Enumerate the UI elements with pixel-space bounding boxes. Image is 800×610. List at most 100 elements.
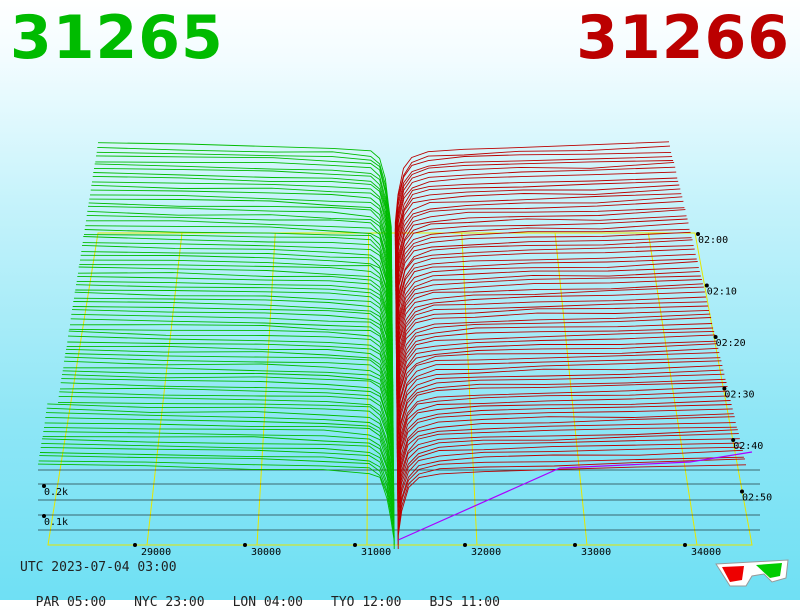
- bid-depth-line: [91, 184, 393, 279]
- bid-depth-line: [70, 318, 394, 408]
- ask-depth-line: [397, 456, 744, 541]
- bid-depth-line: [86, 220, 393, 312]
- bid-depth-line: [60, 382, 394, 470]
- ask-depth-line: [395, 222, 689, 317]
- price-tick-marker: [243, 543, 247, 547]
- ask-depth-line: [396, 378, 726, 466]
- volume-tick-label: 0.2k: [44, 487, 68, 498]
- price-tick-label: 31000: [361, 547, 391, 558]
- price-tick-label: 34000: [691, 547, 721, 558]
- bid-depth-line: [57, 401, 395, 487]
- ask-depth-line: [396, 343, 718, 433]
- bid-depth-line: [41, 438, 395, 525]
- ask-depth-line: [396, 317, 712, 408]
- bid-depth-line: [44, 422, 395, 508]
- clock-lon: LON 04:00: [232, 595, 304, 610]
- bid-depth-line: [72, 306, 394, 396]
- bid-depth-line: [79, 259, 393, 350]
- ask-depth-line: [395, 166, 676, 262]
- time-tick-label: 02:50: [742, 493, 772, 504]
- bid-depth-line: [46, 407, 395, 495]
- bid-depth-line: [67, 341, 394, 429]
- volume-tick-marker: [42, 514, 46, 518]
- time-tick-marker: [696, 232, 700, 236]
- time-tick-label: 02:10: [707, 287, 737, 298]
- ask-depth-line: [396, 279, 702, 371]
- bid-depth-line: [39, 452, 395, 537]
- ask-depth-line: [396, 369, 724, 458]
- bid-depth-line: [69, 328, 394, 416]
- ask-depth-line: [396, 291, 705, 383]
- ask-depth-line: [396, 364, 723, 454]
- price-tick-marker: [133, 543, 137, 547]
- bid-depth-line: [37, 463, 395, 550]
- bid-depth-line: [59, 391, 394, 479]
- ask-depth-line: [396, 309, 710, 400]
- bid-depth-line: [93, 172, 393, 267]
- bid-depth-line: [96, 151, 392, 246]
- price-tick-label: 29000: [141, 547, 171, 558]
- bid-depth-line: [61, 378, 394, 466]
- ask-depth-line: [396, 305, 709, 396]
- ask-depth-line: [397, 464, 747, 550]
- bid-depth-line: [62, 370, 394, 458]
- bid-depth-line: [43, 426, 395, 512]
- bid-depth-line: [45, 412, 395, 500]
- ask-depth-line: [397, 416, 735, 504]
- bid-depth-line: [76, 280, 393, 371]
- grid-floor-outline: [47, 232, 753, 546]
- time-tick-label: 02:20: [716, 338, 746, 349]
- ask-depth-line: [397, 395, 730, 483]
- price-tick-label: 33000: [581, 547, 611, 558]
- ask-depth-line: [397, 385, 728, 475]
- bid-depth-line: [65, 353, 394, 441]
- ask-depth-curves: [394, 141, 753, 550]
- bid-depth-line: [63, 367, 394, 454]
- grid-line-price: [146, 232, 183, 546]
- time-tick-label: 02:00: [698, 235, 728, 246]
- ask-depth-line: [397, 449, 743, 537]
- grid-line-price: [366, 232, 370, 546]
- ask-depth-line: [395, 171, 677, 267]
- ask-depth-line: [395, 193, 682, 287]
- world-clocks: PAR 05:00 NYC 23:00 LON 04:00 TYO 12:00 BJS …: [20, 580, 500, 610]
- bid-depth-line: [85, 225, 393, 317]
- ask-depth-line: [396, 275, 701, 366]
- ask-price: 31266: [576, 3, 790, 73]
- bid-depth-line: [43, 431, 395, 516]
- ask-depth-line: [396, 357, 721, 446]
- bid-depth-line: [67, 335, 394, 425]
- ask-depth-line: [395, 196, 683, 292]
- ask-depth-line: [397, 446, 742, 533]
- ask-depth-line: [395, 180, 679, 275]
- grid-line-price: [554, 232, 588, 546]
- bid-depth-line: [69, 324, 394, 412]
- bid-depth-line: [79, 264, 393, 354]
- bid-depth-line: [38, 460, 395, 545]
- time-tick-marker: [713, 335, 718, 339]
- chart-labels: 29000 30000 31000 32000 33000 34000 0.1k 0.2k 02…: [42, 232, 772, 558]
- bid-depth-line: [87, 205, 393, 300]
- ask-depth-line: [396, 296, 707, 387]
- bid-depth-line: [82, 242, 393, 333]
- price-tick-marker: [573, 543, 577, 547]
- time-tick-marker: [704, 283, 709, 288]
- price-tick-marker: [683, 543, 687, 547]
- time-tick-marker: [740, 489, 744, 494]
- bid-depth-line: [41, 442, 395, 529]
- bid-depth-line: [84, 229, 393, 321]
- bid-depth-line: [87, 210, 393, 304]
- ask-depth-line: [395, 258, 697, 350]
- bid-depth-line: [75, 284, 394, 375]
- bid-depth-line: [97, 146, 392, 242]
- bid-depth-line: [91, 181, 393, 275]
- price-tick-marker: [463, 543, 467, 547]
- clock-par: PAR 05:00: [35, 595, 107, 610]
- time-tick-label: 02:40: [733, 441, 763, 452]
- ask-depth-line: [396, 360, 722, 450]
- ask-depth-line: [395, 209, 686, 304]
- bid-depth-line: [88, 202, 393, 296]
- ask-depth-line: [397, 426, 737, 512]
- ask-depth-line: [397, 433, 739, 520]
